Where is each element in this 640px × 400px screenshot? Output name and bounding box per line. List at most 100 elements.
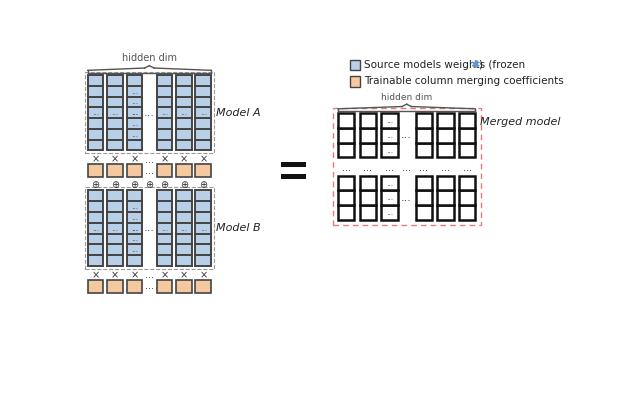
Bar — [157, 223, 172, 234]
Bar — [84, 187, 214, 269]
Text: ...: ... — [131, 213, 138, 222]
Bar — [157, 118, 172, 129]
Text: ...: ... — [364, 163, 372, 173]
Bar — [195, 107, 211, 118]
Bar — [176, 244, 191, 255]
Bar — [381, 128, 397, 143]
Bar — [107, 75, 123, 86]
Bar — [157, 280, 172, 293]
Bar — [127, 107, 142, 118]
Text: Source models weights (frozen: Source models weights (frozen — [364, 60, 528, 70]
Bar — [176, 255, 191, 266]
Text: ): ) — [478, 60, 483, 70]
Text: ...: ... — [131, 98, 138, 106]
Bar — [88, 164, 103, 177]
Text: ...: ... — [131, 202, 138, 211]
Bar — [176, 164, 191, 177]
Text: ×: × — [130, 270, 138, 280]
Text: ...: ... — [200, 108, 207, 117]
Bar — [107, 164, 123, 177]
Bar — [107, 129, 123, 140]
Bar — [437, 205, 454, 220]
Text: ⊕: ⊕ — [145, 180, 154, 190]
Text: ...: ... — [463, 163, 472, 173]
Bar — [338, 190, 355, 205]
Bar — [176, 107, 191, 118]
Bar — [437, 190, 454, 205]
Bar — [437, 128, 454, 143]
Bar — [127, 255, 142, 266]
Bar — [381, 205, 397, 220]
Text: ...: ... — [111, 224, 118, 233]
Bar — [127, 223, 142, 234]
Bar — [338, 143, 355, 157]
Text: ×: × — [199, 155, 207, 165]
Bar — [176, 86, 191, 96]
Text: ...: ... — [180, 224, 188, 233]
Text: ...: ... — [419, 163, 428, 173]
Bar — [349, 76, 360, 86]
Bar — [381, 190, 397, 205]
Bar — [157, 255, 172, 266]
Text: ...: ... — [144, 108, 155, 118]
Text: ...: ... — [131, 245, 138, 254]
Bar — [176, 140, 191, 150]
Bar — [107, 255, 123, 266]
Bar — [195, 164, 211, 177]
Bar — [88, 129, 103, 140]
Bar — [381, 143, 397, 157]
Bar — [176, 190, 191, 201]
Text: Model B: Model B — [216, 223, 260, 233]
Text: ...: ... — [200, 224, 207, 233]
Bar — [157, 96, 172, 107]
Text: ...: ... — [386, 179, 393, 188]
Bar — [195, 212, 211, 223]
Bar — [176, 280, 191, 293]
Text: ×: × — [180, 155, 188, 165]
Bar — [107, 118, 123, 129]
Text: ...: ... — [401, 130, 412, 140]
Bar — [415, 114, 432, 128]
Text: hidden dim: hidden dim — [122, 53, 177, 63]
Text: ...: ... — [161, 224, 168, 233]
Bar — [157, 244, 172, 255]
Bar — [338, 114, 355, 128]
Text: ...: ... — [144, 223, 155, 233]
Bar — [88, 75, 103, 86]
Bar — [157, 212, 172, 223]
Bar — [176, 75, 191, 86]
Bar — [127, 212, 142, 223]
Text: ...: ... — [180, 108, 188, 117]
Text: ✱: ✱ — [470, 60, 479, 70]
Text: ...: ... — [92, 224, 99, 233]
Text: ...: ... — [342, 163, 351, 173]
Text: ...: ... — [385, 163, 394, 173]
Bar — [415, 143, 432, 157]
Bar — [107, 201, 123, 212]
Bar — [459, 190, 476, 205]
Bar — [157, 75, 172, 86]
Text: ×: × — [161, 155, 168, 165]
Bar — [195, 86, 211, 96]
Bar — [360, 143, 376, 157]
Bar — [415, 128, 432, 143]
Bar — [360, 176, 376, 190]
Text: ⊕: ⊕ — [92, 180, 100, 190]
Bar — [107, 280, 123, 293]
Bar — [176, 201, 191, 212]
Bar — [127, 280, 142, 293]
Text: ...: ... — [131, 234, 138, 244]
Text: ...: ... — [441, 163, 450, 173]
Bar — [157, 201, 172, 212]
Bar — [195, 190, 211, 201]
Text: ...: ... — [402, 163, 411, 173]
Bar — [107, 86, 123, 96]
Bar — [437, 114, 454, 128]
Text: ×: × — [161, 270, 168, 280]
Bar — [88, 201, 103, 212]
Bar — [281, 174, 305, 179]
Bar — [195, 223, 211, 234]
Bar — [127, 118, 142, 129]
Text: ⊕: ⊕ — [199, 180, 207, 190]
Bar — [195, 255, 211, 266]
